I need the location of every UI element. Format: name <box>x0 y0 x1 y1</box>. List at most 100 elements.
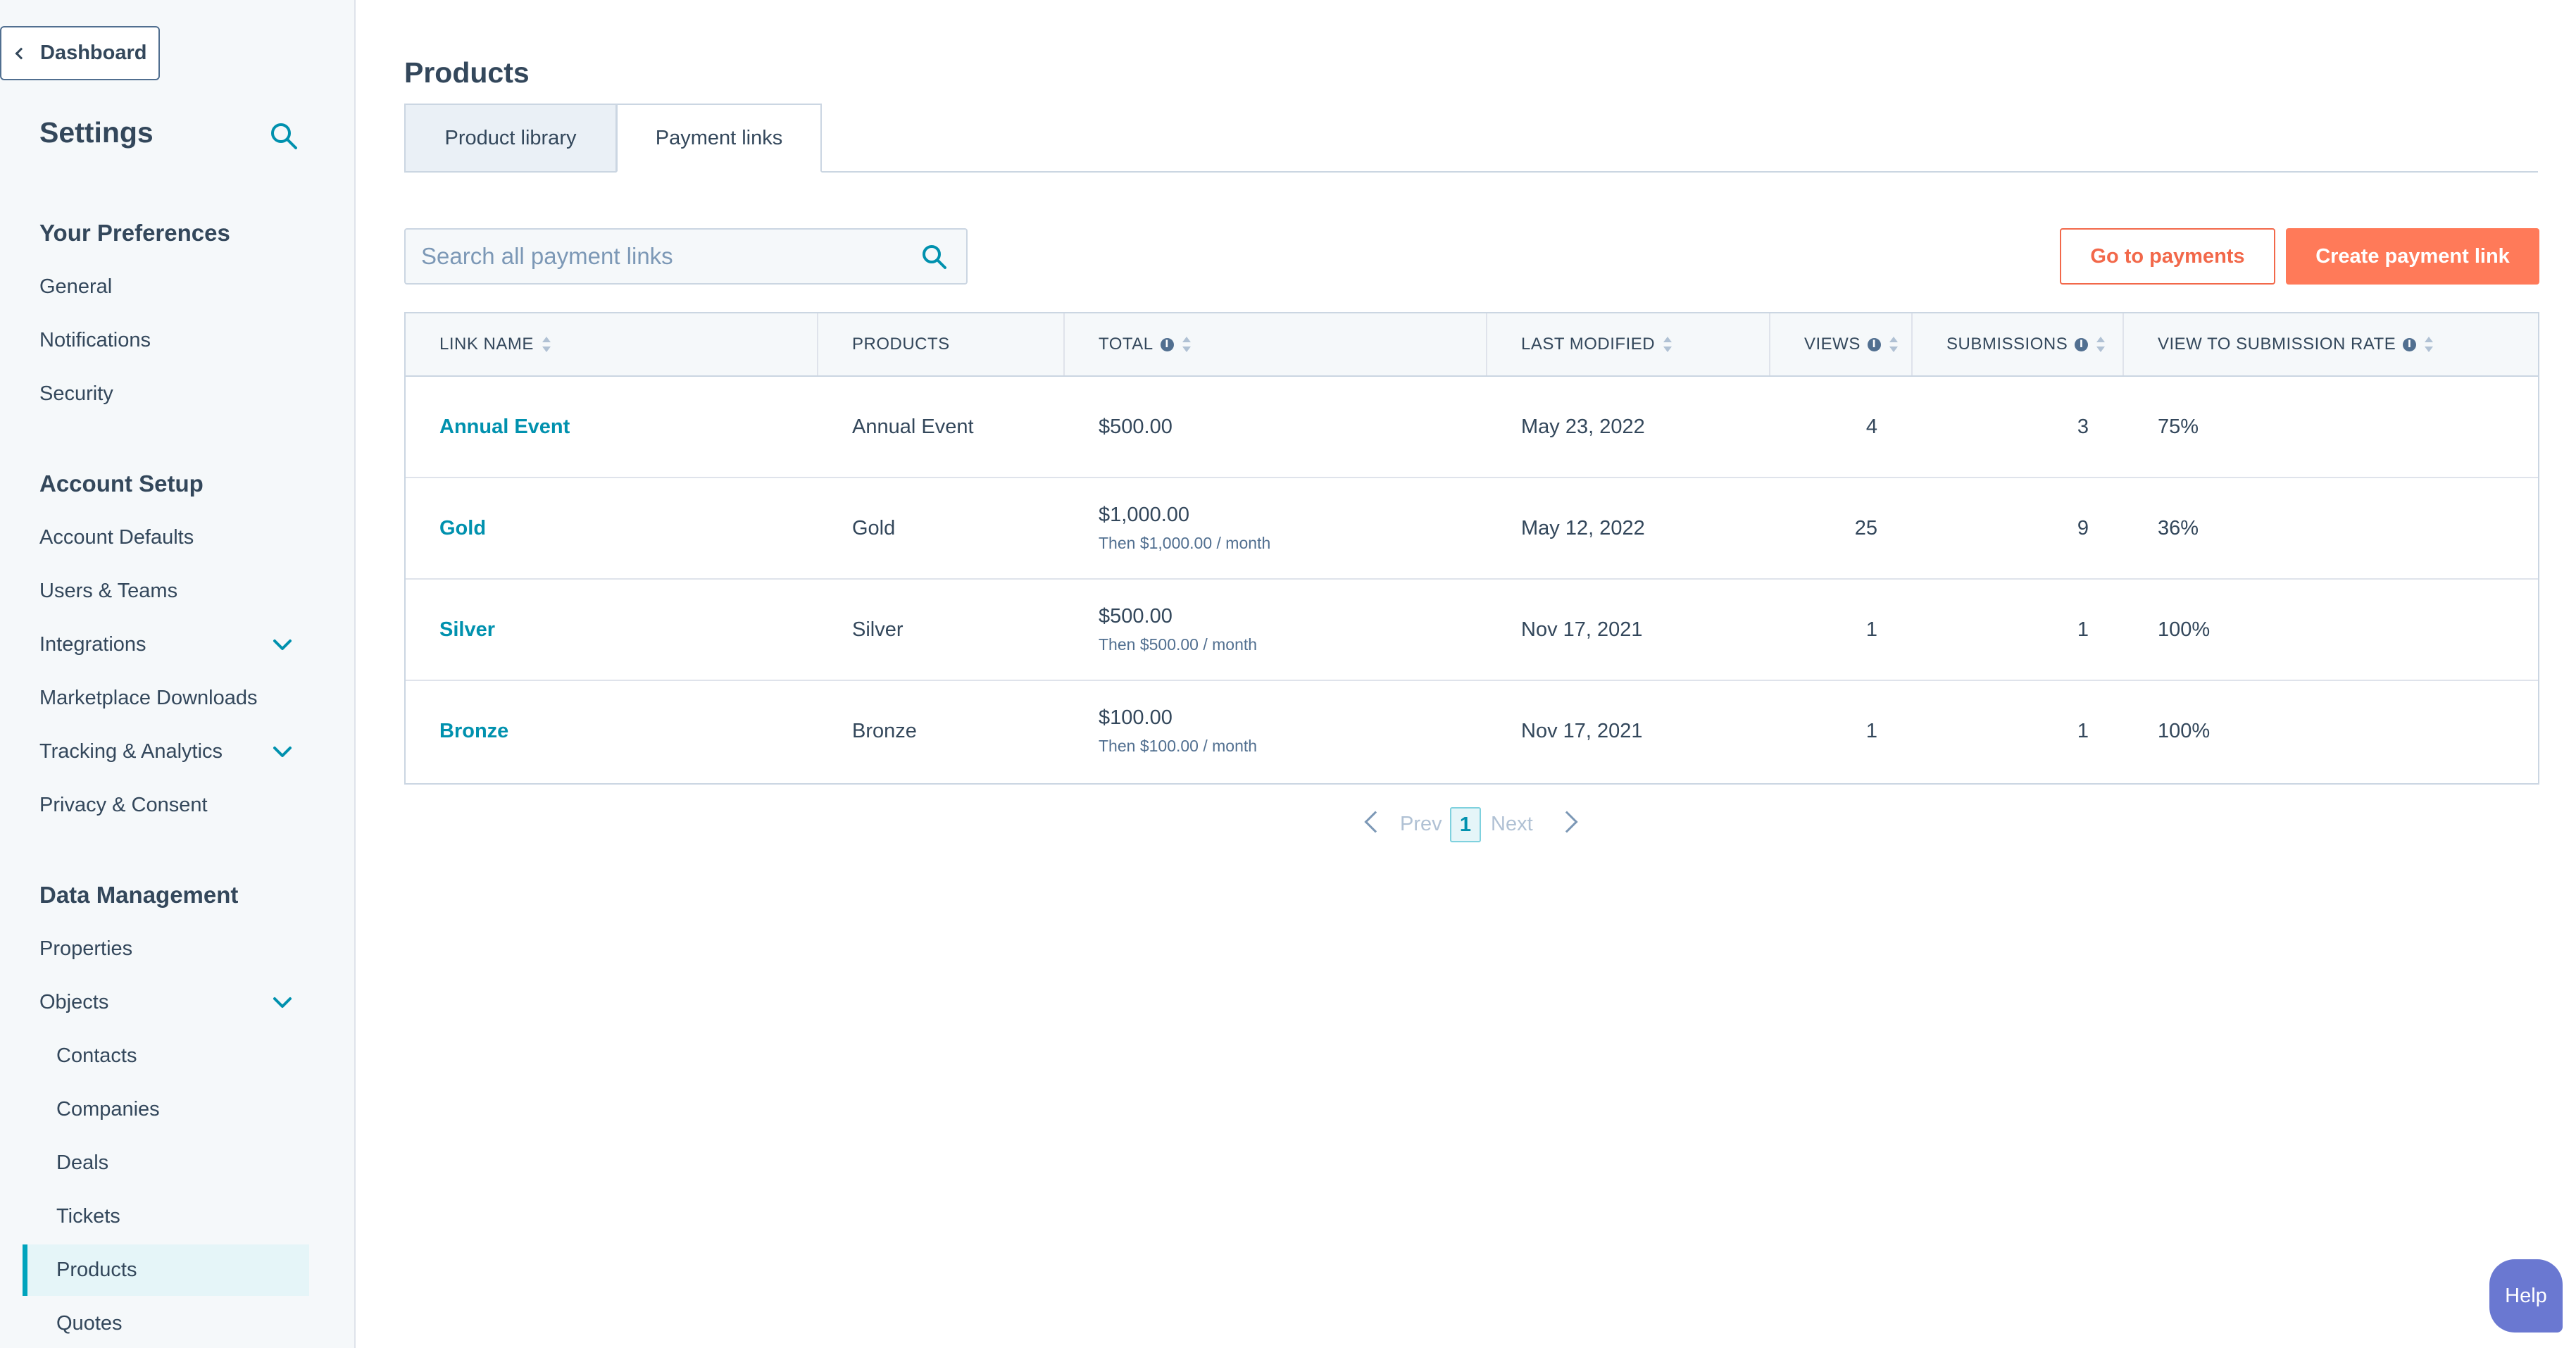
column-header-link-name[interactable]: LINK NAME <box>439 313 815 375</box>
sort-icon[interactable] <box>1663 335 1672 354</box>
column-header-views[interactable]: VIEWS i <box>1769 313 1911 375</box>
sidebar-item-tickets[interactable]: Tickets <box>56 1205 120 1228</box>
views-count: 4 <box>1865 415 1877 438</box>
chevron-left-icon <box>15 47 27 59</box>
column-header-view-to-submission-rate[interactable]: VIEW TO SUBMISSION RATE i <box>2122 313 2538 375</box>
tab-product-library[interactable]: Product library <box>404 104 617 173</box>
sidebar-item-quotes[interactable]: Quotes <box>56 1312 123 1335</box>
sort-icon[interactable] <box>1889 335 1898 354</box>
help-button[interactable]: Help <box>2489 1259 2563 1333</box>
payment-links-search <box>404 228 968 285</box>
total-amount: $100.00 <box>1099 706 1173 729</box>
settings-sidebar: Dashboard Settings Your Preferences Gene… <box>0 0 356 1348</box>
column-header-label: VIEW TO SUBMISSION RATE <box>2158 335 2396 354</box>
pagination: Prev 1 Next <box>0 807 2576 842</box>
link-name[interactable]: Silver <box>439 618 495 641</box>
column-header-submissions[interactable]: SUBMISSIONS i <box>1911 313 2122 375</box>
product-name: Gold <box>852 516 896 539</box>
sidebar-item-integrations[interactable]: Integrations <box>39 633 146 656</box>
total-cell: $500.00 <box>1099 377 1173 477</box>
chevron-left-icon[interactable] <box>1364 811 1387 833</box>
sidebar-item-companies[interactable]: Companies <box>56 1098 160 1121</box>
search-input[interactable] <box>406 230 899 283</box>
create-payment-link-button[interactable]: Create payment link <box>2286 228 2539 285</box>
table-row: Bronze Bronze $100.00 Then $100.00 / mon… <box>406 681 2538 782</box>
back-button-label: Dashboard <box>40 42 147 64</box>
sort-icon[interactable] <box>2425 335 2434 354</box>
submissions-count: 1 <box>2077 719 2089 742</box>
total-amount: $1,000.00 <box>1099 504 1190 526</box>
column-header-total[interactable]: TOTAL i <box>1063 313 1486 375</box>
column-header-label: PRODUCTS <box>852 335 950 354</box>
total-cell: $500.00 Then $500.00 / month <box>1099 580 1257 680</box>
column-header-label: SUBMISSIONS <box>1946 335 2068 354</box>
total-cell: $100.00 Then $100.00 / month <box>1099 681 1257 781</box>
current-page-button[interactable]: 1 <box>1450 807 1481 842</box>
sidebar-item-users-teams[interactable]: Users & Teams <box>39 580 178 602</box>
column-header-label: LINK NAME <box>439 335 534 354</box>
sidebar-item-security[interactable]: Security <box>39 382 113 405</box>
search-icon[interactable] <box>921 244 948 270</box>
column-header-label: VIEWS <box>1804 335 1861 354</box>
payment-links-table: LINK NAME PRODUCTS TOTAL i LAST MODIFIED… <box>404 312 2539 785</box>
go-to-payments-button[interactable]: Go to payments <box>2060 228 2275 285</box>
chevron-down-icon[interactable] <box>272 638 293 652</box>
prev-page-link[interactable]: Prev <box>1400 813 1442 835</box>
link-name[interactable]: Gold <box>439 516 487 539</box>
last-modified: Nov 17, 2021 <box>1521 719 1643 742</box>
conversion-rate: 36% <box>2158 516 2199 539</box>
tab-payment-links[interactable]: Payment links <box>616 104 822 173</box>
sidebar-item-tracking-analytics[interactable]: Tracking & Analytics <box>39 740 223 763</box>
active-item-indicator <box>23 1244 27 1296</box>
table-row: Annual Event Annual Event $500.00 May 23… <box>406 377 2538 478</box>
search-icon[interactable] <box>269 121 299 151</box>
tab-divider <box>404 171 2538 173</box>
sidebar-item-deals[interactable]: Deals <box>56 1152 109 1174</box>
info-icon[interactable]: i <box>1160 337 1174 351</box>
chevron-right-icon[interactable] <box>1556 811 1578 833</box>
section-your-preferences: Your Preferences <box>39 220 230 246</box>
total-amount: $500.00 <box>1099 415 1173 438</box>
info-icon[interactable]: i <box>1867 337 1881 351</box>
next-page-link[interactable]: Next <box>1491 813 1533 835</box>
recurring-amount: Then $1,000.00 / month <box>1099 534 1271 552</box>
sidebar-item-account-defaults[interactable]: Account Defaults <box>39 526 194 549</box>
recurring-amount: Then $500.00 / month <box>1099 635 1258 654</box>
info-icon[interactable]: i <box>2075 337 2089 351</box>
product-name: Bronze <box>852 719 917 742</box>
link-name[interactable]: Annual Event <box>439 415 570 438</box>
sidebar-item-properties[interactable]: Properties <box>39 937 133 960</box>
views-count: 25 <box>1854 516 1877 539</box>
page-title: Products <box>404 56 530 89</box>
chevron-down-icon[interactable] <box>272 996 293 1010</box>
sort-icon[interactable] <box>542 335 551 354</box>
column-header-last-modified[interactable]: LAST MODIFIED <box>1486 313 1769 375</box>
sort-icon[interactable] <box>2096 335 2106 354</box>
product-name: Annual Event <box>852 415 974 438</box>
submissions-count: 1 <box>2077 618 2089 641</box>
section-data-management: Data Management <box>39 882 239 908</box>
views-count: 1 <box>1865 618 1877 641</box>
section-account-setup: Account Setup <box>39 470 204 497</box>
chevron-down-icon[interactable] <box>272 745 293 759</box>
sidebar-title: Settings <box>39 116 154 149</box>
conversion-rate: 75% <box>2158 415 2199 438</box>
column-header-label: LAST MODIFIED <box>1521 335 1656 354</box>
product-name: Silver <box>852 618 904 641</box>
sidebar-item-products[interactable]: Products <box>56 1259 137 1281</box>
sidebar-item-general[interactable]: General <box>39 275 113 298</box>
sidebar-item-privacy-consent[interactable]: Privacy & Consent <box>39 794 208 816</box>
info-icon[interactable]: i <box>2403 337 2417 351</box>
views-count: 1 <box>1865 719 1877 742</box>
back-to-dashboard-button[interactable]: Dashboard <box>0 26 160 80</box>
sort-icon[interactable] <box>1182 335 1191 354</box>
conversion-rate: 100% <box>2158 618 2211 641</box>
sidebar-item-notifications[interactable]: Notifications <box>39 329 151 351</box>
total-amount: $500.00 <box>1099 605 1173 628</box>
submissions-count: 3 <box>2077 415 2089 438</box>
sidebar-item-contacts[interactable]: Contacts <box>56 1044 137 1067</box>
sidebar-item-marketplace-downloads[interactable]: Marketplace Downloads <box>39 687 258 709</box>
sidebar-item-objects[interactable]: Objects <box>39 991 109 1013</box>
link-name[interactable]: Bronze <box>439 719 509 742</box>
column-header-label: TOTAL <box>1099 335 1153 354</box>
